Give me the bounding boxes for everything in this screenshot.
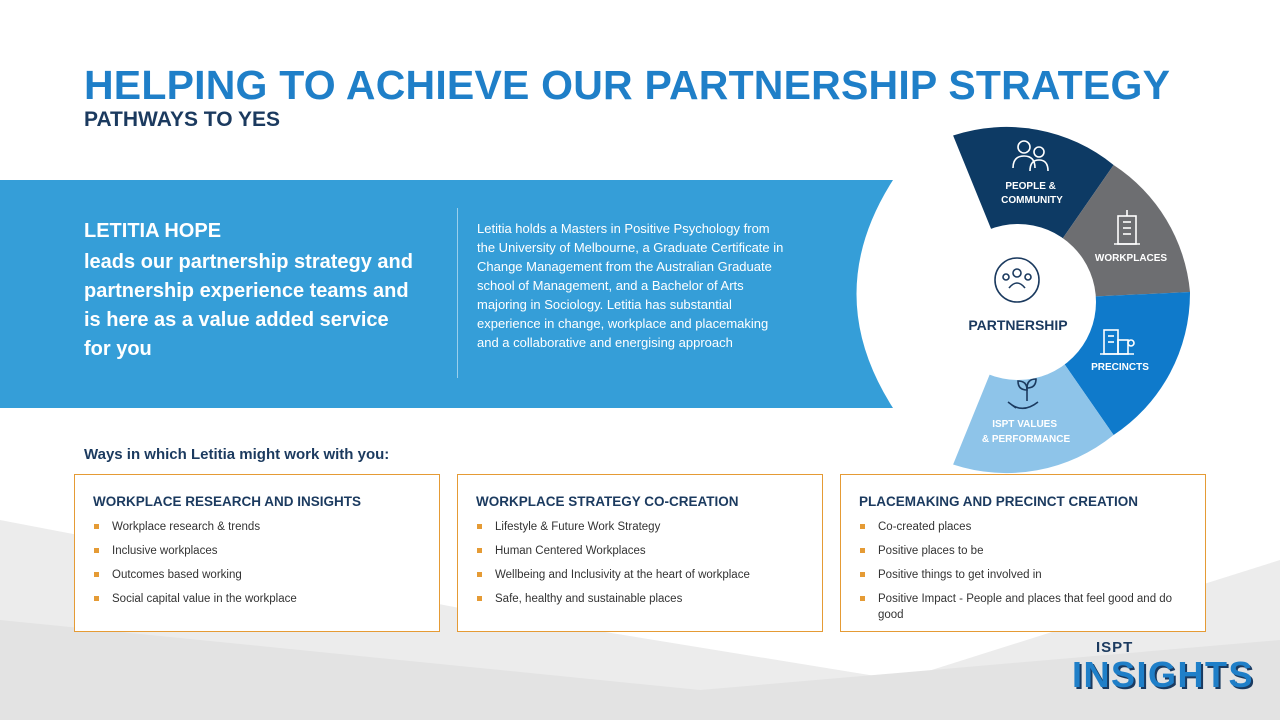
segment-ispt-values: ISPT VALUES & PERFORMANCE — [953, 300, 1114, 474]
logo-main-text: INSIGHTS — [1072, 654, 1255, 695]
list-item: Social capital value in the workplace — [93, 591, 421, 607]
list-item: Wellbeing and Inclusivity at the heart o… — [476, 567, 804, 583]
segment-label-people: PEOPLE & COMMUNITY — [1001, 181, 1063, 206]
people-icon — [1012, 140, 1049, 172]
segment-label-workplaces: WORKPLACES — [1095, 253, 1168, 264]
card-workplace-research: WORKPLACE RESEARCH AND INSIGHTS Workplac… — [74, 474, 440, 632]
bio-name: LETITIA HOPE — [84, 220, 222, 242]
office-building-icon — [1114, 210, 1140, 245]
partnership-wheel: PEOPLE & COMMUNITY WORKPLACES PRECIN — [940, 126, 1191, 474]
bio-description: Letitia holds a Masters in Positive Psyc… — [477, 221, 784, 350]
card-placemaking: PLACEMAKING AND PRECINCT CREATION Co-cre… — [840, 474, 1206, 632]
list-item: Positive things to get involved in — [859, 567, 1187, 583]
logo-top-text: ISPT — [1096, 639, 1134, 656]
card-title: WORKPLACE RESEARCH AND INSIGHTS — [93, 494, 362, 509]
list-item: Human Centered Workplaces — [476, 543, 804, 559]
people-cycle-icon — [994, 257, 1040, 303]
list-item: Lifestyle & Future Work Strategy — [476, 519, 804, 535]
card-list: Lifestyle & Future Work Strategy Human C… — [476, 519, 804, 607]
list-item: Inclusive workplaces — [93, 543, 421, 559]
list-item: Co-created places — [859, 519, 1187, 535]
bio-banner — [0, 180, 893, 408]
segment-label-precincts: PRECINCTS — [1091, 362, 1149, 373]
card-title: PLACEMAKING AND PRECINCT CREATION — [859, 494, 1138, 509]
segment-people-community: PEOPLE & COMMUNITY — [953, 126, 1114, 301]
wheel-center-label: PARTNERSHIP — [968, 317, 1067, 333]
hand-plant-icon — [1007, 378, 1039, 410]
bio-divider — [457, 208, 458, 378]
card-list: Workplace research & trends Inclusive wo… — [93, 519, 421, 607]
buildings-icon — [1100, 329, 1135, 355]
page-subtitle: PATHWAYS TO YES — [84, 108, 281, 131]
list-item: Positive places to be — [859, 543, 1187, 559]
list-item: Positive Impact - People and places that… — [859, 591, 1187, 623]
page-title: HELPING TO ACHIEVE OUR PARTNERSHIP STRAT… — [84, 62, 1171, 108]
card-list: Co-created places Positive places to be … — [859, 519, 1187, 623]
card-title: WORKPLACE STRATEGY CO-CREATION — [476, 494, 739, 509]
list-item: Safe, healthy and sustainable places — [476, 591, 804, 607]
list-item: Workplace research & trends — [93, 519, 421, 535]
ways-title: Ways in which Letitia might work with yo… — [84, 446, 390, 463]
ispt-insights-logo: ISPT INSIGHTS — [1072, 640, 1254, 694]
card-workplace-strategy: WORKPLACE STRATEGY CO-CREATION Lifestyle… — [457, 474, 823, 632]
segment-label-values: ISPT VALUES & PERFORMANCE — [982, 419, 1071, 445]
list-item: Outcomes based working — [93, 567, 421, 583]
bio-tagline: leads our partnership strategy and partn… — [84, 251, 413, 360]
